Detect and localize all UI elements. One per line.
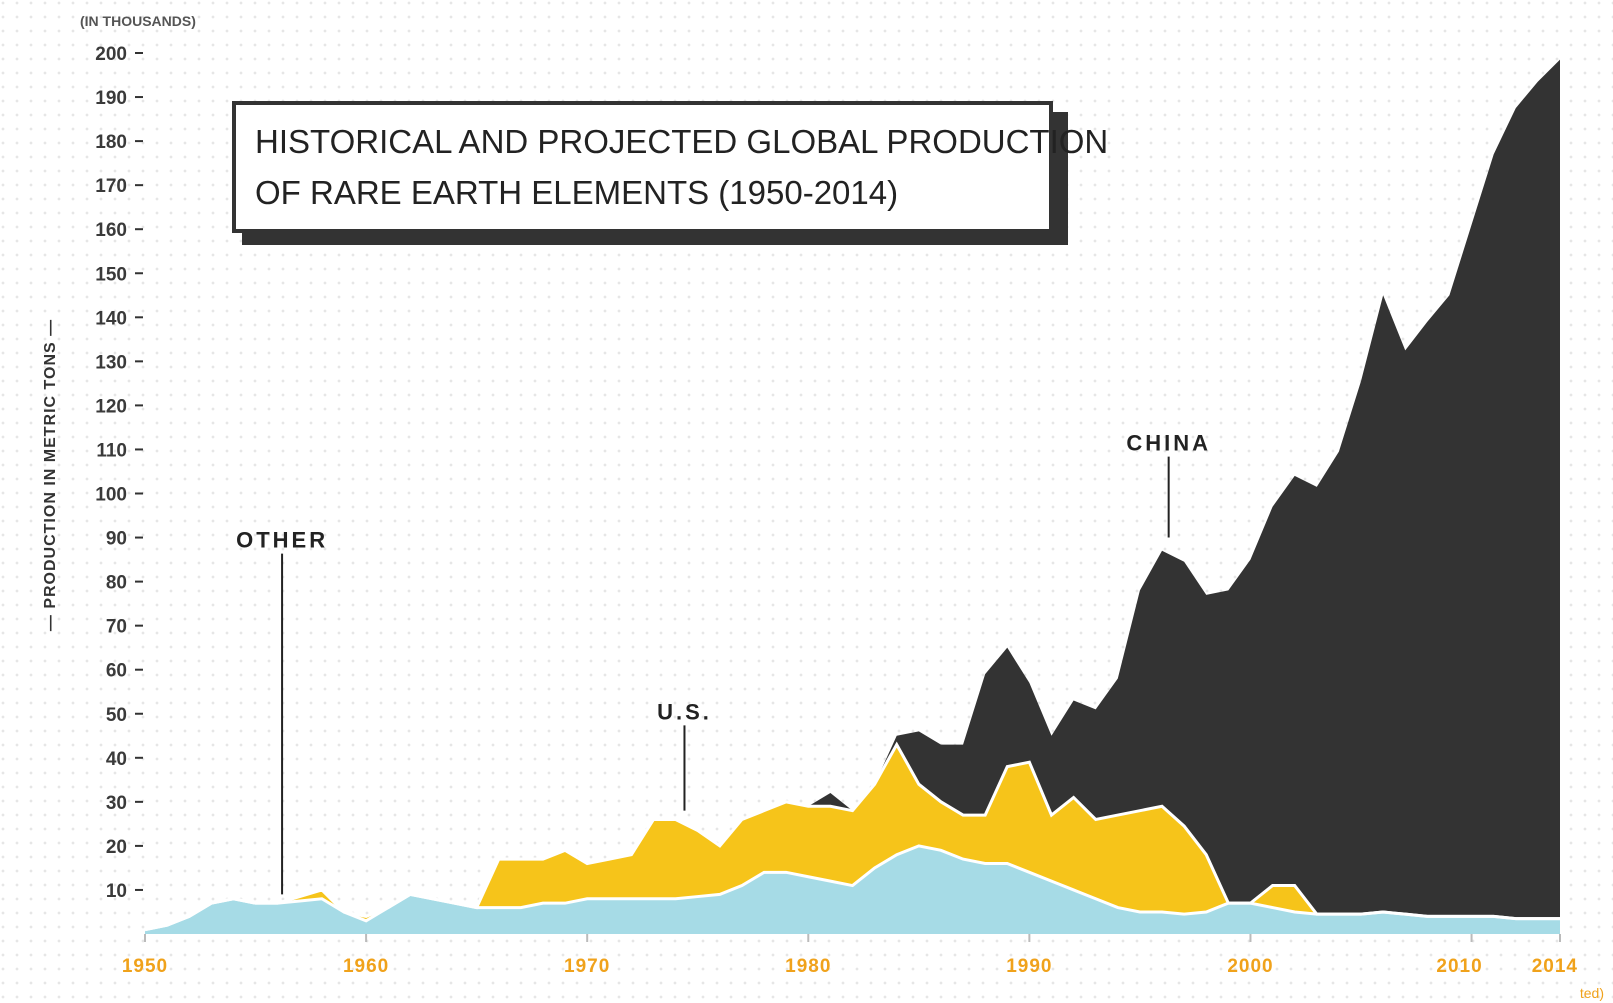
y-tick-label: 90 bbox=[106, 529, 127, 550]
y-tick-label: 20 bbox=[106, 837, 127, 858]
chart-title-box: HISTORICAL AND PROJECTED GLOBAL PRODUCTI… bbox=[232, 101, 1108, 245]
series-area-us bbox=[145, 744, 1560, 930]
y-tick-label: 50 bbox=[106, 705, 127, 726]
chart-title-line-2: OF RARE EARTH ELEMENTS (1950-2014) bbox=[255, 174, 898, 211]
y-tick-label: 100 bbox=[95, 485, 127, 506]
y-tick-label: 170 bbox=[95, 176, 127, 197]
series-boundary-us bbox=[144, 741, 1560, 932]
y-tick-label: 110 bbox=[96, 440, 127, 461]
x-tick-label: 2000 bbox=[1227, 956, 1273, 977]
y-tick-label: 150 bbox=[95, 264, 127, 285]
y-tick-label: 10 bbox=[106, 881, 127, 902]
y-tick-label: 120 bbox=[95, 396, 127, 417]
y-tick-label: 30 bbox=[106, 793, 127, 814]
x-tick-label: 1990 bbox=[1006, 956, 1052, 977]
y-tick-label: 200 bbox=[95, 44, 127, 65]
y-tick-label: 140 bbox=[95, 308, 127, 329]
x-tick-label: 1970 bbox=[564, 956, 610, 977]
series-labels: OTHER U.S. CHINA bbox=[236, 431, 1211, 895]
chart-title-line-1: HISTORICAL AND PROJECTED GLOBAL PRODUCTI… bbox=[255, 123, 1108, 160]
series-area-china bbox=[145, 59, 1560, 930]
x-tick-label: 1950 bbox=[122, 956, 168, 977]
y-tick-label: 80 bbox=[106, 573, 127, 594]
y-tick-label: 160 bbox=[95, 220, 127, 241]
series-label-china: CHINA bbox=[1126, 431, 1211, 456]
y-tick-label: 60 bbox=[106, 661, 127, 682]
y-axis-label: — PRODUCTION IN METRIC TONS — bbox=[42, 319, 59, 631]
y-tick-label: 190 bbox=[95, 88, 127, 109]
x-tick-label: 1960 bbox=[343, 956, 389, 977]
y-tick-label: 40 bbox=[106, 749, 127, 770]
title-box bbox=[232, 101, 1053, 233]
axes: 10 20 30 40 50 60 70 80 90 100 110 120 130 140 150 160 1… bbox=[95, 44, 1578, 977]
x-tick-label: 2014 bbox=[1532, 956, 1578, 977]
y-tick-label: 70 bbox=[106, 617, 127, 638]
y-tick-label: 130 bbox=[95, 352, 127, 373]
footnote-text: ted) bbox=[1580, 985, 1604, 1001]
series-label-other: OTHER bbox=[236, 528, 328, 553]
y-axis-unit: (IN THOUSANDS) bbox=[80, 13, 196, 29]
x-tick-label: 1980 bbox=[785, 956, 831, 977]
y-tick-label: 180 bbox=[95, 132, 127, 153]
series-areas bbox=[144, 59, 1560, 934]
x-tick-label: 2010 bbox=[1436, 956, 1482, 977]
series-label-us: U.S. bbox=[657, 699, 712, 724]
